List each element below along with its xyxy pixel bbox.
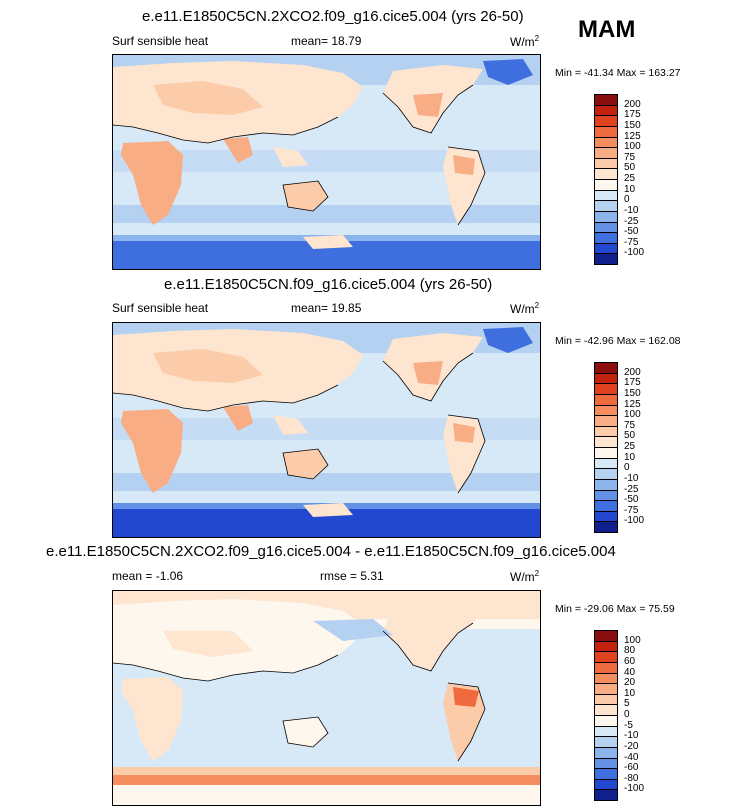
colorbar-label: 200 <box>624 366 641 378</box>
panel-1-variable-label: Surf sensible heat <box>112 34 209 48</box>
colorbar-label: 80 <box>624 645 636 657</box>
colorbar-label: -100 <box>624 515 645 527</box>
colorbar-label: -40 <box>624 751 639 763</box>
colorbar-label: 50 <box>624 162 636 174</box>
colorbar-label: 75 <box>624 419 636 431</box>
panel-3-rmse-label: rmse = 5.31 <box>320 569 384 583</box>
colorbar-label: 200 <box>624 98 641 110</box>
colorbar-label: -50 <box>624 226 639 238</box>
colorbar-label: 40 <box>624 666 636 678</box>
panel-1-mean-label: mean= 18.79 <box>291 34 362 48</box>
colorbar-label: 25 <box>624 441 636 452</box>
colorbar-label: -100 <box>624 247 645 259</box>
panel-2-mean-label: mean= 19.85 <box>291 301 362 315</box>
colorbar-label: -80 <box>624 772 639 784</box>
panel-2-map <box>112 322 541 538</box>
colorbar-label: 175 <box>624 109 641 121</box>
colorbar-label: 125 <box>624 398 641 410</box>
colorbar-label: 10 <box>624 451 636 463</box>
colorbar-label: 0 <box>624 194 630 206</box>
colorbar-label: 50 <box>624 430 636 442</box>
colorbar-label: -25 <box>624 483 639 495</box>
panel-1-title: e.e11.E1850C5CN.2XCO2.f09_g16.cice5.004 … <box>142 8 524 25</box>
colorbar-label: -10 <box>624 730 639 742</box>
panel-1-colorbar: 200 175 150 125 100 75 50 25 10 0 -10 -25 -50 -75 -100 <box>594 94 644 265</box>
panel-3-minmax: Min = -29.06 Max = 75.59 <box>555 603 675 615</box>
colorbar-label: 175 <box>624 377 641 389</box>
colorbar-label: -60 <box>624 762 639 774</box>
panel-3-units: W/m2 <box>510 569 540 584</box>
panel-2-colorbar: 200 175 150 125 100 75 50 25 10 0 -10 -25 -50 -75 -100 <box>594 362 644 533</box>
colorbar-swatch <box>594 253 618 265</box>
panel-3-mean-label: mean = -1.06 <box>112 569 184 583</box>
panel-1-map <box>112 54 541 270</box>
colorbar-label: -100 <box>624 783 645 795</box>
colorbar-label: -10 <box>624 472 639 484</box>
colorbar-label: 60 <box>624 655 636 667</box>
colorbar-label: 100 <box>624 634 641 646</box>
colorbar-label: 0 <box>624 709 630 720</box>
panel-2-minmax: Min = -42.96 Max = 162.08 <box>555 335 681 347</box>
panel-3-title: e.e11.E1850C5CN.2XCO2.f09_g16.cice5.004 … <box>46 543 616 560</box>
colorbar-label: 10 <box>624 687 636 699</box>
colorbar-label: 5 <box>624 698 630 710</box>
colorbar-label: 10 <box>624 183 636 195</box>
colorbar-label: 100 <box>624 409 641 421</box>
colorbar-label: 25 <box>624 173 636 184</box>
colorbar-label: 125 <box>624 130 641 142</box>
colorbar-label: -75 <box>624 236 639 248</box>
colorbar-label: -20 <box>624 740 639 752</box>
panel-2-title: e.e11.E1850C5CN.f09_g16.cice5.004 (yrs 2… <box>164 276 493 293</box>
colorbar-label: -10 <box>624 204 639 216</box>
colorbar-label: -5 <box>624 719 633 731</box>
colorbar-label: 100 <box>624 141 641 153</box>
colorbar-label: 150 <box>624 119 641 131</box>
panel-1-minmax: Min = -41.34 Max = 163.27 <box>555 67 681 79</box>
season-label: MAM <box>578 16 636 43</box>
colorbar-swatch <box>594 521 618 533</box>
colorbar-label: -25 <box>624 215 639 227</box>
panel-2-variable-label: Surf sensible heat <box>112 301 209 315</box>
colorbar-label: 75 <box>624 151 636 163</box>
panel-3-colorbar: 100 80 60 40 20 10 5 0 -5 -10 -20 -40 -60 -80 -100 <box>594 630 644 801</box>
colorbar-label: 0 <box>624 462 630 474</box>
colorbar-swatch <box>594 789 618 801</box>
panel-2-units: W/m2 <box>510 301 540 316</box>
panel-1-units: W/m2 <box>510 34 540 49</box>
panel-3-map <box>112 590 541 806</box>
colorbar-label: -75 <box>624 504 639 516</box>
colorbar-label: 20 <box>624 677 636 689</box>
colorbar-label: -50 <box>624 494 639 506</box>
colorbar-label: 150 <box>624 387 641 399</box>
